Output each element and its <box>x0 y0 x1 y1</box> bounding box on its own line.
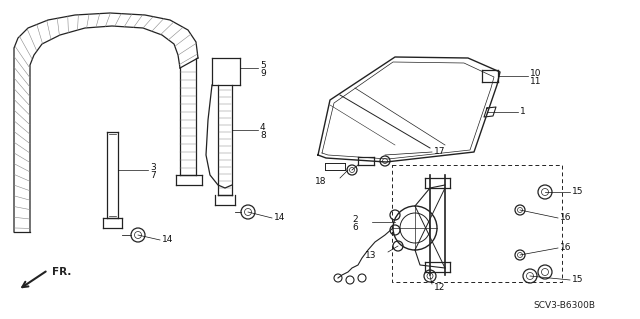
Text: 3: 3 <box>150 162 156 172</box>
Text: 17: 17 <box>434 147 445 157</box>
Text: 14: 14 <box>162 235 173 244</box>
Text: 13: 13 <box>365 250 376 259</box>
Text: 5: 5 <box>260 61 266 70</box>
Text: 6: 6 <box>352 224 358 233</box>
Text: 15: 15 <box>572 276 584 285</box>
Text: 14: 14 <box>274 213 285 222</box>
Text: 16: 16 <box>560 213 572 222</box>
Text: SCV3-B6300B: SCV3-B6300B <box>533 300 595 309</box>
Text: 12: 12 <box>434 283 445 292</box>
Text: 15: 15 <box>572 188 584 197</box>
Text: 10: 10 <box>530 69 541 78</box>
Text: 9: 9 <box>260 70 266 78</box>
Text: 11: 11 <box>530 78 541 86</box>
Text: 7: 7 <box>150 172 156 181</box>
Text: 8: 8 <box>260 131 266 140</box>
Text: FR.: FR. <box>52 267 72 277</box>
Text: 18: 18 <box>314 177 326 187</box>
Text: 2: 2 <box>353 214 358 224</box>
Text: 4: 4 <box>260 122 266 131</box>
Text: 1: 1 <box>520 108 525 116</box>
Text: 16: 16 <box>560 243 572 253</box>
